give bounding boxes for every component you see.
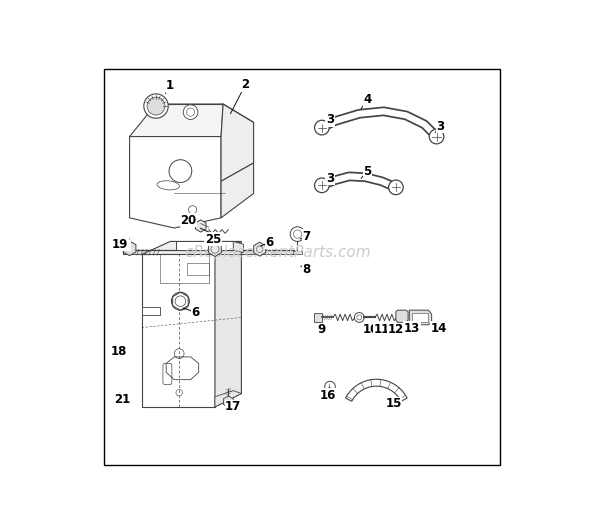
- Circle shape: [147, 97, 165, 115]
- Text: 4: 4: [363, 93, 372, 107]
- Text: 19: 19: [112, 238, 129, 251]
- Polygon shape: [221, 163, 254, 218]
- Text: 20: 20: [181, 214, 196, 227]
- Polygon shape: [215, 391, 241, 407]
- Text: 9: 9: [318, 323, 326, 336]
- Polygon shape: [233, 241, 244, 252]
- Text: 17: 17: [225, 400, 241, 413]
- Text: 11: 11: [374, 323, 390, 336]
- Polygon shape: [142, 307, 160, 315]
- Polygon shape: [221, 104, 254, 181]
- Bar: [293, 251, 301, 253]
- Text: 16: 16: [319, 389, 336, 402]
- Polygon shape: [176, 241, 233, 250]
- Polygon shape: [142, 254, 215, 407]
- Text: 15: 15: [385, 397, 402, 410]
- Circle shape: [314, 178, 329, 193]
- Polygon shape: [396, 310, 408, 322]
- Text: 10: 10: [362, 323, 379, 336]
- Text: 3: 3: [326, 113, 334, 126]
- Circle shape: [429, 129, 444, 144]
- Circle shape: [355, 313, 364, 322]
- Text: 6: 6: [192, 306, 200, 319]
- Text: 18: 18: [110, 345, 127, 357]
- Circle shape: [144, 94, 168, 118]
- Polygon shape: [130, 104, 223, 137]
- Text: 1: 1: [166, 79, 174, 92]
- Circle shape: [183, 105, 198, 119]
- Text: 3: 3: [437, 120, 445, 133]
- Text: 3: 3: [326, 172, 334, 184]
- Text: 7: 7: [303, 230, 310, 243]
- Text: 5: 5: [363, 165, 372, 177]
- Text: 2: 2: [241, 78, 250, 91]
- Polygon shape: [409, 310, 432, 325]
- Text: 25: 25: [205, 233, 221, 246]
- Text: 17: 17: [114, 238, 131, 250]
- Text: 14: 14: [431, 322, 447, 335]
- Polygon shape: [130, 125, 221, 228]
- Text: 13: 13: [404, 322, 420, 335]
- Text: 8: 8: [302, 262, 310, 276]
- Polygon shape: [142, 241, 241, 254]
- Circle shape: [172, 293, 189, 310]
- Circle shape: [389, 180, 403, 195]
- Text: 6: 6: [266, 235, 274, 249]
- Polygon shape: [412, 314, 428, 322]
- Circle shape: [314, 120, 329, 135]
- Circle shape: [290, 227, 305, 241]
- Circle shape: [324, 381, 335, 392]
- Text: 12: 12: [388, 323, 404, 336]
- Polygon shape: [215, 241, 241, 407]
- Polygon shape: [346, 379, 407, 401]
- Text: 21: 21: [114, 393, 131, 407]
- Bar: [314, 314, 322, 322]
- Text: eReplacementParts.com: eReplacementParts.com: [185, 245, 371, 260]
